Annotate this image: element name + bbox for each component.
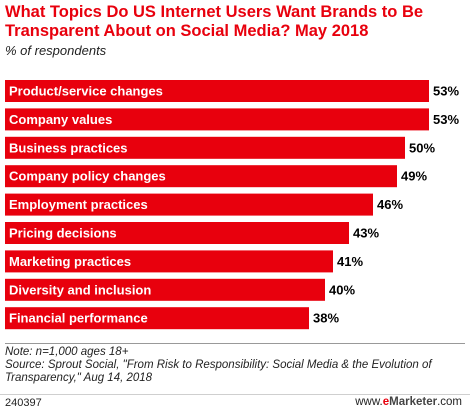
value-label: 49%	[401, 169, 427, 184]
value-label: 53%	[433, 84, 459, 99]
bar	[5, 80, 429, 102]
chart-subtitle: % of respondents	[5, 43, 107, 58]
bar	[5, 136, 405, 159]
brand-logo-rest: Marketer	[389, 396, 438, 408]
footer-bottom-divider	[0, 394, 470, 395]
value-label: 46%	[377, 197, 403, 212]
brand-logo[interactable]: www.eMarketer.com	[355, 396, 462, 408]
value-label: 53%	[433, 112, 459, 127]
footer-divider	[5, 343, 465, 344]
bar	[5, 307, 309, 330]
bar	[5, 278, 325, 301]
bar	[5, 165, 397, 188]
category-label: Financial performance	[9, 311, 148, 326]
chart-id: 240397	[5, 397, 42, 409]
bar	[5, 108, 429, 131]
brand-suffix: .com	[437, 396, 462, 408]
category-label: Marketing practices	[9, 254, 131, 269]
note-text: Note: n=1,000 ages 18+	[5, 346, 129, 358]
brand-prefix: www.	[355, 396, 383, 408]
bar	[5, 250, 333, 273]
value-label: 41%	[337, 254, 363, 269]
category-label: Company policy changes	[9, 169, 166, 184]
bar-chart: Product/service changes 53% Company values…	[5, 80, 459, 330]
category-label: Pricing decisions	[9, 226, 117, 241]
category-label: Diversity and inclusion	[9, 282, 151, 297]
chart-title: What Topics Do US Internet Users Want Br…	[5, 3, 424, 40]
chart-note: Note: n=1,000 ages 18+ Source: Sprout So…	[5, 346, 460, 385]
source-text: Source: Sprout Social, "From Risk to Res…	[5, 359, 432, 384]
bar	[5, 193, 373, 216]
value-label: 38%	[313, 311, 339, 326]
category-label: Business practices	[9, 140, 128, 155]
bar	[5, 222, 349, 244]
category-label: Product/service changes	[9, 84, 163, 99]
value-label: 50%	[409, 140, 435, 155]
value-label: 40%	[329, 282, 355, 297]
category-label: Employment practices	[9, 197, 148, 212]
category-label: Company values	[9, 112, 112, 127]
value-label: 43%	[353, 226, 379, 241]
brand-logo-e: e	[382, 396, 390, 408]
